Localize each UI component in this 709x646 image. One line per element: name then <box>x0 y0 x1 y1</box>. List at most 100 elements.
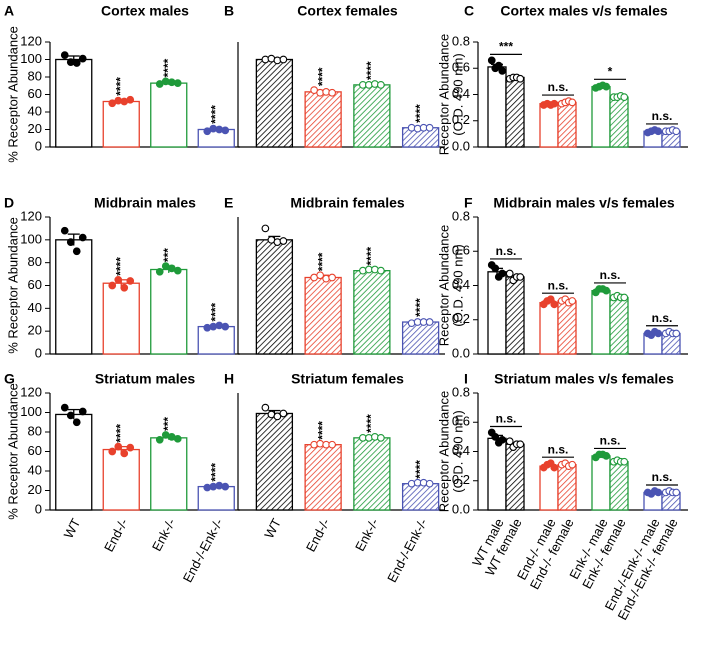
y-tick-label: 0.8 <box>452 208 470 223</box>
data-point <box>261 224 270 233</box>
x-tick-label: End-/- <box>303 516 333 554</box>
bar <box>609 296 629 355</box>
data-point <box>516 273 525 281</box>
data-point <box>371 265 379 274</box>
data-point <box>279 409 288 418</box>
bar <box>505 276 525 355</box>
y-tick-label: 0.8 <box>452 33 470 48</box>
data-point <box>114 442 123 451</box>
comparison-label: n.s. <box>548 80 569 94</box>
data-point <box>620 457 629 466</box>
y-tick-label: 120 <box>20 384 42 399</box>
data-point <box>550 300 559 309</box>
bar <box>102 100 140 148</box>
y-tick-label: 100 <box>20 231 42 246</box>
bar <box>304 91 342 148</box>
y-axis-label: (O.D. 490 nm) <box>450 244 465 326</box>
data-point <box>546 295 555 304</box>
data-point <box>425 123 434 132</box>
data-point <box>60 51 69 59</box>
data-point <box>359 266 367 275</box>
significance: **** <box>364 61 378 80</box>
significance: **** <box>113 77 127 96</box>
significance: **** <box>208 302 222 321</box>
bar <box>557 464 577 511</box>
y-tick-label: 60 <box>28 443 42 458</box>
significance: *** <box>161 417 175 431</box>
panel-title: Midbrain males <box>94 195 196 211</box>
data-point <box>487 56 496 65</box>
data-point <box>322 274 330 283</box>
significance: **** <box>413 104 427 123</box>
y-tick-label: 120 <box>20 33 42 48</box>
y-tick-label: 100 <box>20 51 42 66</box>
y-tick-label: 40 <box>28 103 42 118</box>
y-tick-label: 100 <box>20 404 42 419</box>
y-axis-label: (O.D. 490 nm) <box>450 53 465 135</box>
data-point <box>221 322 230 331</box>
y-tick-label: 0.4 <box>452 86 470 101</box>
significance: **** <box>161 58 175 77</box>
bar <box>304 276 342 355</box>
x-tick-label: End-/-Enk-/- <box>384 516 430 585</box>
significance: **** <box>113 257 127 276</box>
y-tick-label: 20 <box>28 121 42 136</box>
panel-title: Striatum females <box>291 371 404 387</box>
data-point <box>425 479 434 488</box>
data-point <box>60 403 69 412</box>
x-tick-label: WT <box>61 516 84 541</box>
data-point <box>672 329 681 338</box>
y-tick-label: 0.0 <box>452 345 470 360</box>
data-point <box>672 488 681 497</box>
panel-title: Cortex males <box>101 3 189 19</box>
bar <box>55 58 93 148</box>
bar <box>353 437 391 511</box>
comparison-label: n.s. <box>652 470 673 484</box>
data-point <box>155 267 164 276</box>
significance: **** <box>208 105 222 124</box>
data-point <box>602 286 611 295</box>
panel-letter: G <box>4 371 15 387</box>
data-point <box>505 437 514 446</box>
bar <box>505 443 525 511</box>
data-point <box>72 247 81 256</box>
comparison-label: n.s. <box>548 442 569 456</box>
data-point <box>279 55 288 64</box>
significance: *** <box>161 248 175 262</box>
data-point <box>494 61 503 70</box>
data-point <box>209 322 218 331</box>
bar <box>353 84 391 148</box>
bar <box>55 239 93 355</box>
y-tick-label: 0.2 <box>452 112 470 127</box>
panel-letter: B <box>224 3 234 19</box>
bar <box>487 66 507 148</box>
y-axis-label: % Receptor Abundance <box>5 217 20 354</box>
data-point <box>407 319 416 328</box>
bar <box>591 289 611 355</box>
bar <box>539 465 559 511</box>
data-point <box>108 447 117 456</box>
comparison-label: n.s. <box>600 268 621 282</box>
y-axis-label: % Receptor Abundance <box>5 383 20 520</box>
data-point <box>72 59 81 67</box>
significance: **** <box>315 67 329 86</box>
significance: **** <box>364 247 378 266</box>
bar <box>609 96 629 148</box>
bar <box>487 437 507 511</box>
data-point <box>550 99 559 108</box>
significance: **** <box>364 414 378 433</box>
bar <box>401 321 440 355</box>
data-point <box>261 403 270 412</box>
significance: **** <box>113 424 127 443</box>
bar <box>401 483 440 511</box>
y-tick-label: 0.2 <box>452 472 470 487</box>
panel-letter: A <box>4 3 14 19</box>
bar <box>102 282 140 355</box>
data-point <box>173 434 182 443</box>
data-point <box>78 54 87 63</box>
panel-letter: D <box>4 195 14 211</box>
data-point <box>568 297 577 305</box>
panel-letter: C <box>464 3 474 19</box>
data-point <box>498 269 507 278</box>
y-tick-label: 60 <box>28 277 42 292</box>
